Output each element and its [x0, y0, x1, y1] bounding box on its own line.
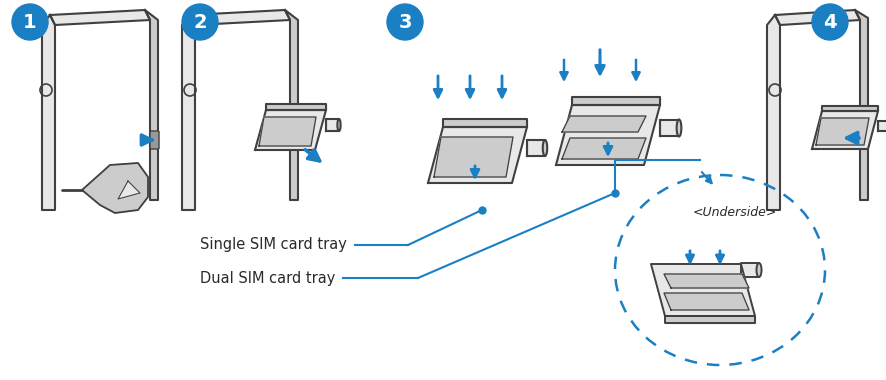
Text: Dual SIM card tray: Dual SIM card tray — [200, 271, 336, 285]
Text: 3: 3 — [398, 13, 412, 32]
Text: <Underside>: <Underside> — [693, 206, 777, 218]
Text: 4: 4 — [823, 13, 836, 32]
Ellipse shape — [338, 119, 340, 131]
Polygon shape — [812, 111, 878, 149]
Ellipse shape — [543, 140, 548, 156]
Polygon shape — [855, 10, 868, 200]
Circle shape — [12, 4, 48, 40]
FancyBboxPatch shape — [290, 127, 299, 143]
Polygon shape — [443, 119, 527, 127]
Polygon shape — [775, 10, 860, 25]
Circle shape — [182, 4, 218, 40]
Polygon shape — [527, 140, 545, 156]
Polygon shape — [651, 264, 755, 316]
Text: 1: 1 — [23, 13, 37, 32]
Polygon shape — [118, 181, 140, 199]
Polygon shape — [428, 127, 527, 183]
Polygon shape — [562, 116, 646, 132]
Polygon shape — [562, 138, 646, 159]
Text: 2: 2 — [193, 13, 206, 32]
Ellipse shape — [677, 119, 681, 136]
Polygon shape — [82, 163, 148, 213]
Text: Single SIM card tray: Single SIM card tray — [200, 238, 347, 252]
Polygon shape — [664, 274, 749, 288]
Polygon shape — [145, 10, 158, 200]
Ellipse shape — [757, 263, 762, 277]
Polygon shape — [664, 293, 749, 310]
Polygon shape — [326, 119, 339, 131]
Polygon shape — [741, 263, 759, 277]
Polygon shape — [822, 106, 878, 111]
Polygon shape — [572, 97, 660, 105]
Circle shape — [812, 4, 848, 40]
Polygon shape — [50, 10, 150, 25]
Circle shape — [387, 4, 423, 40]
Polygon shape — [259, 117, 316, 146]
Polygon shape — [878, 121, 886, 131]
Polygon shape — [767, 15, 780, 210]
Polygon shape — [660, 120, 679, 136]
Polygon shape — [190, 10, 290, 25]
Polygon shape — [816, 118, 869, 145]
Polygon shape — [285, 10, 298, 200]
Polygon shape — [182, 15, 195, 210]
FancyBboxPatch shape — [860, 127, 869, 143]
Polygon shape — [665, 316, 755, 323]
Polygon shape — [42, 15, 55, 210]
Polygon shape — [434, 137, 513, 177]
Polygon shape — [255, 110, 326, 150]
Polygon shape — [556, 105, 660, 165]
Polygon shape — [266, 104, 326, 110]
FancyBboxPatch shape — [150, 131, 159, 149]
